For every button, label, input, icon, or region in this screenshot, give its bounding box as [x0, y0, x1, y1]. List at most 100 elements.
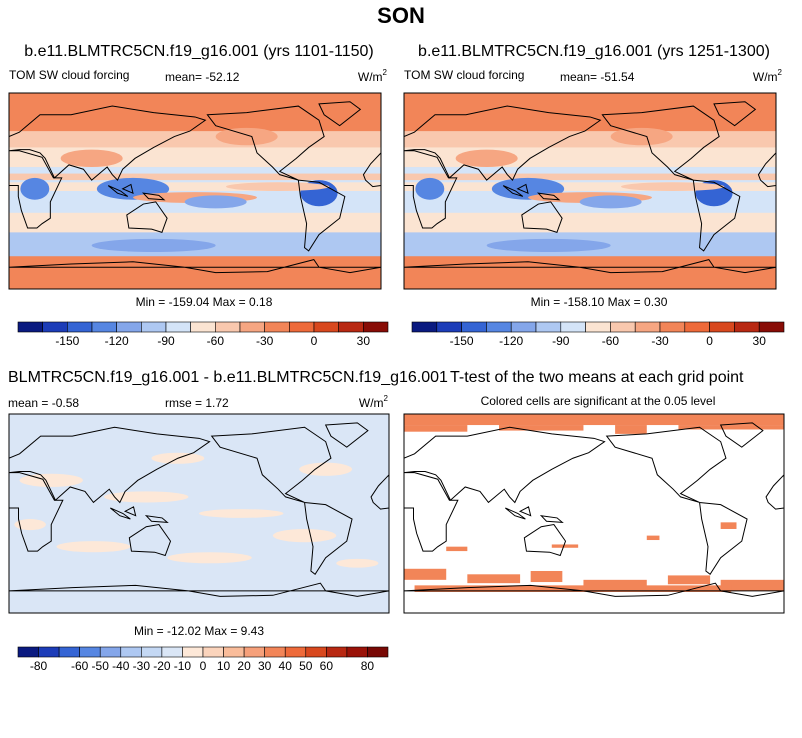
field-cell — [404, 256, 776, 289]
colorbar-box — [190, 321, 216, 333]
colorbar-box — [709, 321, 735, 333]
coastline — [404, 423, 784, 597]
field-blob — [272, 528, 337, 543]
colorbar-box — [684, 321, 710, 333]
colorbar-box — [239, 321, 265, 333]
field-cell — [9, 173, 381, 181]
colorbar-box — [734, 321, 760, 333]
colorbar-box — [42, 321, 68, 333]
field-cell — [404, 568, 447, 580]
panel-title: b.e11.BLMTRC5CN.f19_g16.001 (yrs 1251-13… — [418, 43, 770, 60]
field-cell — [551, 544, 579, 548]
units: W/m2 — [358, 68, 388, 84]
colorbar-box — [758, 321, 785, 333]
panel-title: BLMTRC5CN.f19_g16.001 - b.e11.BLMTRC5CN.… — [8, 369, 448, 386]
rmse-label: rmse = 1.72 — [165, 396, 229, 410]
colorbar-box — [560, 321, 586, 333]
colorbar-label: 30 — [753, 334, 767, 348]
range-label: Min = -159.04 Max = 0.18 — [136, 295, 273, 309]
colorbar-box — [202, 646, 224, 658]
colorbar-label: 10 — [217, 659, 231, 673]
colorbar-label: -90 — [552, 334, 570, 348]
colorbar-box — [141, 646, 163, 658]
map-border — [403, 92, 777, 290]
units-text: W/m — [359, 396, 384, 410]
colorbar-box — [346, 646, 368, 658]
field-blob — [299, 462, 353, 476]
colorbar-box — [634, 321, 661, 333]
field-blob — [621, 182, 725, 191]
field-blob — [104, 491, 189, 503]
field-blob — [60, 149, 123, 168]
field-cell — [720, 522, 737, 529]
range-label: Min = -158.10 Max = 0.30 — [531, 295, 668, 309]
field-blob — [610, 127, 673, 146]
colorbar-label: -40 — [112, 659, 130, 673]
colorbar-box — [38, 646, 60, 658]
colorbar-box — [264, 646, 286, 658]
colorbar-label: -120 — [105, 334, 129, 348]
field-cell — [530, 570, 563, 583]
map-border — [403, 413, 785, 614]
colorbar-label: -90 — [157, 334, 175, 348]
colorbar-label: 40 — [279, 659, 293, 673]
field-blob — [579, 195, 642, 209]
field-cell — [646, 535, 660, 541]
units-exponent: 2 — [778, 68, 783, 77]
map-field — [9, 93, 381, 289]
map-border — [8, 92, 382, 290]
colorbar-box — [313, 321, 339, 333]
colorbar-box — [243, 646, 265, 658]
colorbar-box — [461, 321, 487, 333]
colorbar-box — [91, 321, 117, 333]
colorbar-label: 80 — [361, 659, 375, 673]
colorbar-box — [99, 646, 122, 658]
field-cell — [9, 256, 381, 289]
colorbar-box — [659, 321, 686, 333]
field-blob — [14, 519, 46, 531]
map — [9, 414, 389, 613]
colorbar-label: 30 — [357, 334, 371, 348]
colorbar-label: -30 — [133, 659, 151, 673]
colorbar-label: -150 — [450, 334, 474, 348]
field-blob — [215, 127, 278, 146]
variable-label: TOM SW cloud forcing — [404, 68, 524, 82]
map-field — [9, 414, 389, 613]
mean-label: mean= -51.54 — [560, 70, 635, 84]
colorbar-box — [436, 321, 462, 333]
colorbar-box — [585, 321, 611, 333]
colorbar-box — [363, 321, 389, 333]
colorbar-label: 0 — [706, 334, 713, 348]
colorbar-box — [165, 321, 191, 333]
field-blob — [199, 509, 284, 518]
colorbar-box — [116, 321, 142, 333]
colorbar-label: 20 — [237, 659, 251, 673]
field-cell — [404, 414, 784, 426]
mean-label: mean = -0.58 — [8, 396, 79, 410]
colorbar-label: -60 — [602, 334, 620, 348]
map-border — [8, 413, 390, 614]
colorbar-label: -80 — [30, 659, 48, 673]
colorbar-box — [289, 321, 315, 333]
map — [404, 414, 784, 613]
colorbar-label: 30 — [258, 659, 272, 673]
map-field — [404, 414, 784, 613]
field-cell — [446, 546, 468, 552]
field-cell — [9, 182, 381, 191]
colorbar-box — [141, 321, 167, 333]
field-blob — [336, 558, 379, 568]
colorbar-label: -50 — [92, 659, 110, 673]
map — [404, 93, 776, 289]
colorbar-box — [486, 321, 512, 333]
colorbar-box — [338, 321, 364, 333]
colorbar-box — [182, 646, 204, 658]
field-cell — [404, 182, 776, 191]
field-cell — [667, 575, 711, 585]
colorbar-label: -60 — [207, 334, 225, 348]
colorbar-label: -150 — [55, 334, 79, 348]
colorbar-box — [510, 321, 537, 333]
colorbar-box — [284, 646, 307, 658]
mean-label: mean= -52.12 — [165, 70, 240, 84]
colorbar-box — [17, 646, 39, 658]
